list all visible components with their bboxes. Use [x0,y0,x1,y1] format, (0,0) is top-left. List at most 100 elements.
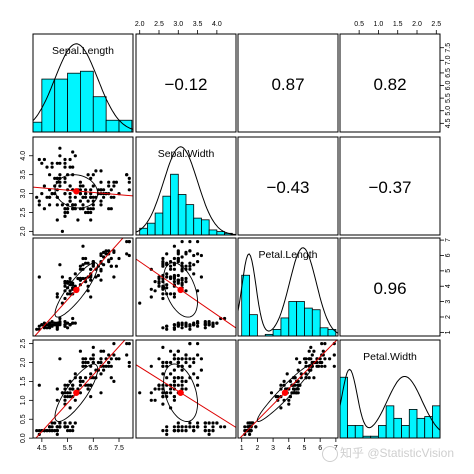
data-point [127,188,131,192]
data-point [199,368,203,372]
correlation-label: −0.37 [368,178,411,197]
data-point [298,360,302,365]
data-point [48,173,52,177]
data-point [50,425,54,429]
data-point [55,218,59,222]
data-point [215,321,219,325]
watermark-icon [322,445,338,462]
data-point [172,276,176,281]
data-point [63,383,67,387]
data-point [91,353,95,357]
data-point [172,292,176,296]
data-point [176,273,180,278]
data-point [109,376,113,380]
data-point [48,326,52,330]
data-point [176,425,180,429]
right-tick-label: 6 [445,253,452,257]
data-point [203,425,207,429]
data-point [169,360,173,365]
data-point [184,280,188,284]
data-point [78,180,82,184]
data-point [176,250,180,254]
data-point [196,324,200,328]
data-point [63,180,67,184]
data-point [89,210,93,215]
data-point [246,421,250,425]
data-point [117,357,121,361]
data-point [63,161,67,165]
histogram-bar [280,317,290,336]
data-point [37,429,41,433]
histogram-bar [54,78,68,132]
data-point [138,391,142,395]
data-point [50,324,54,328]
data-point [196,240,200,244]
right-tick-label: 7.0 [445,55,452,65]
histogram-Petal.Width [340,368,440,438]
data-point [157,284,161,288]
data-point [321,349,325,353]
data-point [48,203,52,207]
data-point [89,176,93,180]
data-point [172,244,176,248]
data-point [42,207,47,211]
data-point [45,326,49,330]
histogram-bar [354,425,364,438]
data-point [58,180,62,184]
data-point [203,429,207,433]
data-point [161,260,165,264]
panel-border [237,136,339,236]
top-tick-label: 1.0 [374,21,384,28]
data-point [112,275,116,279]
panel-border [32,33,134,133]
data-point [63,320,67,324]
data-point [323,342,327,346]
data-point [66,425,70,429]
histogram-bar [432,405,440,438]
data-point [125,353,129,357]
data-point [196,321,200,325]
data-point [68,395,72,399]
data-point [60,275,64,279]
data-point [199,253,203,258]
data-point [184,429,188,433]
data-point [55,326,59,330]
right-tick-label: 7.5 [445,43,452,53]
data-point [89,295,93,299]
data-point [172,323,176,327]
data-point [180,255,184,259]
data-point [176,321,180,325]
data-point [169,260,173,264]
data-point [102,255,106,259]
data-point [117,256,121,261]
data-point [165,425,169,429]
histogram-bar [201,219,210,235]
histogram-bar [80,70,94,132]
data-point [211,324,215,328]
panel-r0-c3: 0.82 [339,33,441,133]
data-point [89,357,93,361]
data-point [81,195,85,199]
data-point [180,240,184,244]
data-point [180,323,184,327]
data-point [73,321,77,325]
data-point [86,207,90,211]
data-point [248,432,252,436]
data-point [207,429,211,433]
panel-r3-c3: Petal.Width [339,339,441,439]
data-point [161,292,165,296]
panel-border [135,339,237,439]
data-point [68,421,72,425]
data-point [81,379,85,383]
data-point [99,199,103,203]
correlation-ellipse [163,363,199,422]
data-point [172,267,176,271]
right-tick-label: 7 [445,238,452,242]
data-point [63,284,67,288]
histogram-bar [311,309,321,336]
data-point [295,357,299,361]
histogram-bar [327,329,337,336]
density-curve [33,43,133,130]
data-point [73,372,77,376]
data-point [127,240,131,244]
